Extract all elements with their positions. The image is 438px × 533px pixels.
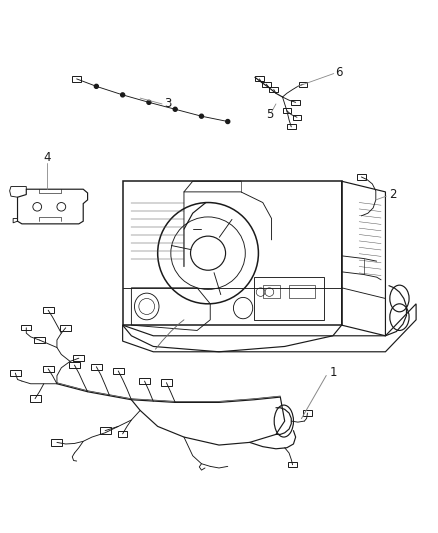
Bar — [269, 87, 278, 92]
Bar — [283, 108, 291, 114]
Bar — [289, 285, 315, 298]
Text: 4: 4 — [43, 151, 51, 164]
Bar — [72, 76, 81, 82]
Bar — [262, 82, 271, 86]
Bar — [263, 285, 280, 298]
Bar — [91, 364, 102, 370]
Bar — [161, 379, 172, 386]
Bar — [34, 337, 45, 343]
Circle shape — [226, 119, 230, 124]
Bar — [293, 115, 301, 120]
Text: 3: 3 — [164, 98, 171, 110]
Bar — [99, 427, 110, 434]
Bar — [42, 366, 53, 372]
Bar — [42, 307, 53, 313]
Bar — [254, 277, 324, 320]
Bar — [287, 124, 296, 129]
Bar — [52, 439, 63, 446]
Bar — [299, 82, 307, 86]
Text: 2: 2 — [389, 188, 396, 201]
Bar — [118, 431, 127, 437]
Bar — [139, 378, 150, 384]
Bar — [255, 76, 264, 81]
Bar — [73, 355, 84, 361]
Bar — [21, 325, 31, 330]
Circle shape — [147, 100, 151, 104]
Text: 5: 5 — [266, 108, 273, 121]
Bar — [60, 325, 71, 331]
Bar — [113, 368, 124, 374]
Bar — [10, 370, 21, 376]
Circle shape — [173, 107, 177, 111]
Circle shape — [120, 93, 125, 97]
Bar — [357, 174, 366, 180]
Bar — [303, 410, 312, 416]
Text: 1: 1 — [329, 366, 337, 378]
Bar — [69, 362, 80, 368]
Circle shape — [94, 84, 99, 88]
Bar — [288, 462, 297, 467]
Bar — [291, 100, 300, 104]
Circle shape — [199, 114, 204, 118]
Bar — [30, 395, 40, 402]
Text: 6: 6 — [336, 66, 343, 79]
